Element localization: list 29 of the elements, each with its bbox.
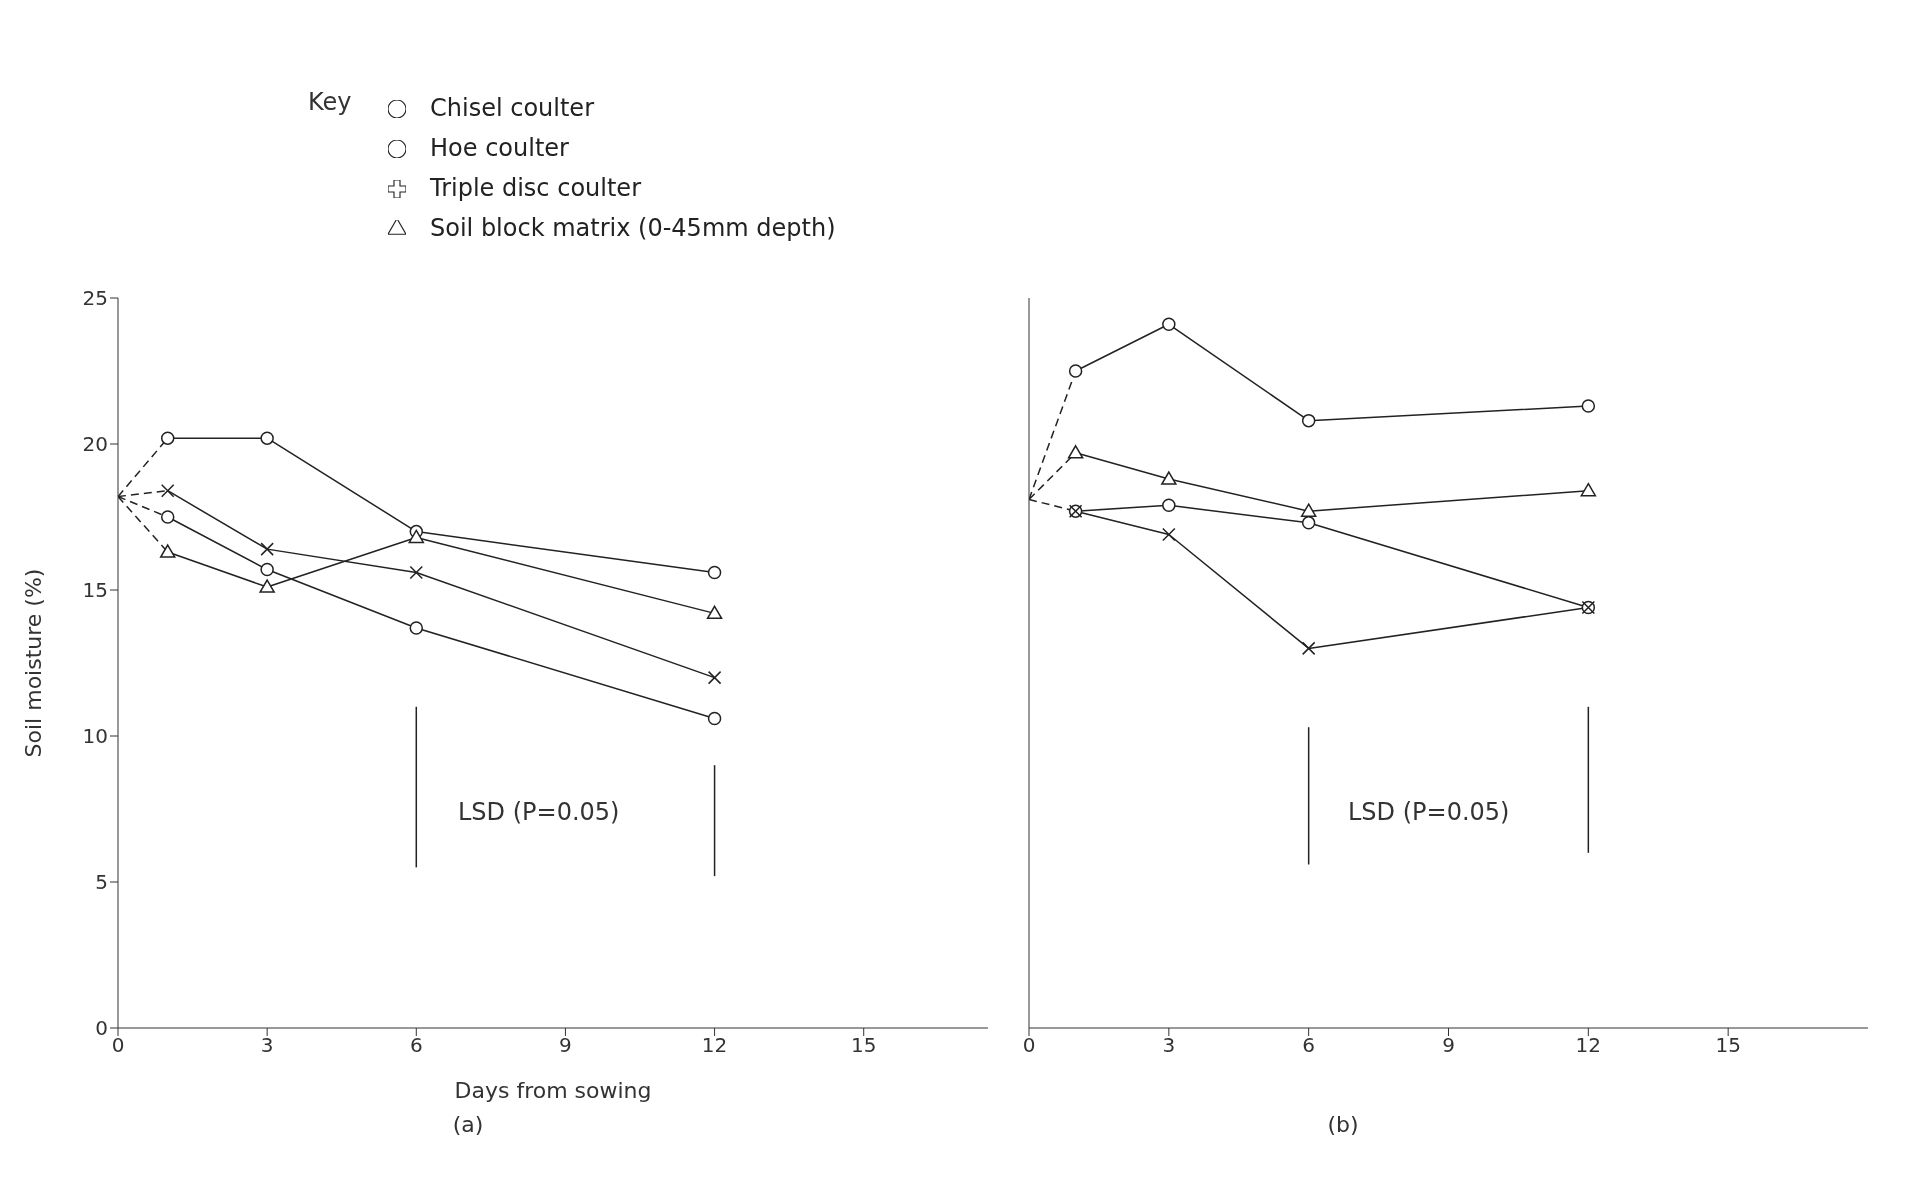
annotation: LSD (P=0.05) [458,798,620,826]
x-tick-label: 0 [1022,1033,1036,1058]
y-tick-label: 10 [82,724,108,749]
x-tick-label: 9 [1442,1033,1455,1058]
x-axis-title: Days from sowing [454,1078,652,1103]
x-tick-label: 3 [1162,1033,1176,1058]
y-tick-label: 15 [82,578,108,603]
text: (a) [451,1112,485,1137]
x-tick-label: 0 [111,1033,125,1058]
annotation: LSD (P=0.05) [1348,798,1510,826]
y-tick-label: 0 [95,1016,108,1041]
y-axis-title: Soil moisture (%) [20,568,46,758]
x-tick-label: 9 [559,1033,572,1058]
x-tick-label: 3 [260,1033,274,1058]
x-tick-label: 12 [1575,1033,1602,1058]
x-tick-label: 12 [701,1033,728,1058]
legend-label: Soil block matrix (0-45mm depth) [430,214,836,242]
y-tick-label: 20 [82,432,108,457]
x-tick-label: 15 [1715,1033,1741,1058]
text: (b) [1326,1112,1360,1137]
x-tick-label: 6 [1302,1033,1316,1058]
y-tick-label: 5 [95,870,108,895]
y-tick-label: 25 [82,286,108,311]
legend-title: Key [308,88,352,116]
legend-label: Triple disc coulter [430,174,641,202]
legend-label: Hoe coulter [430,134,569,162]
x-tick-label: 6 [409,1033,423,1058]
legend-label: Chisel coulter [430,94,595,122]
x-tick-label: 15 [850,1033,877,1058]
